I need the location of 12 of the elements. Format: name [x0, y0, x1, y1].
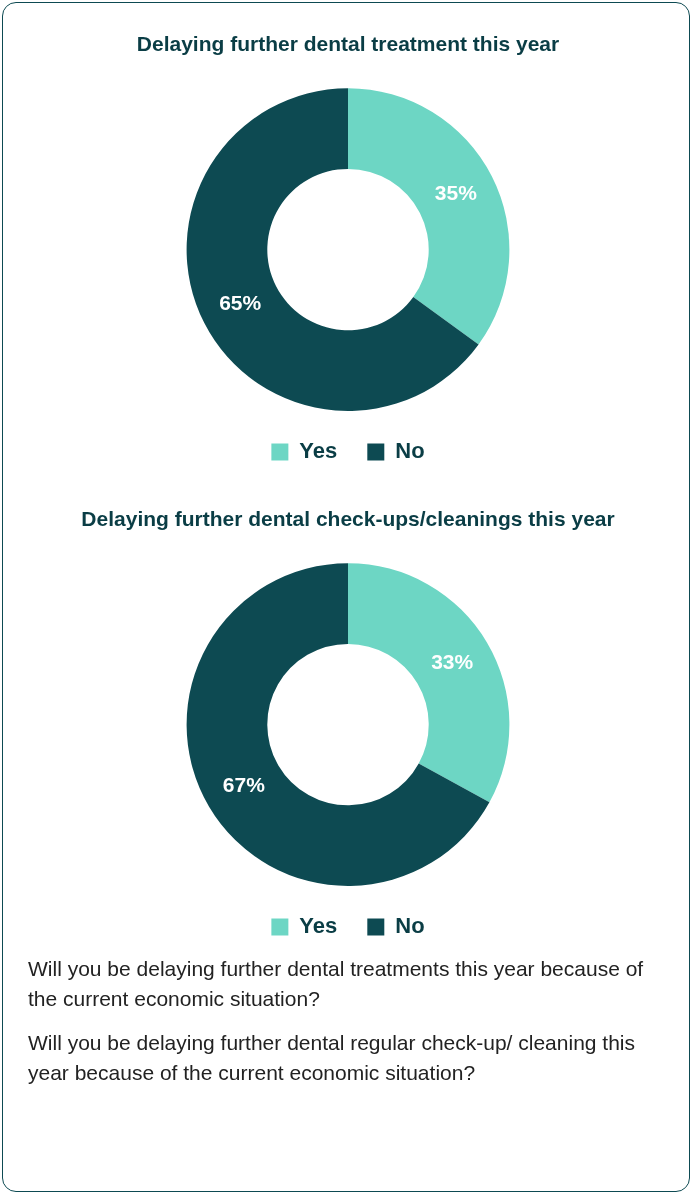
text: Will you be delaying further dental regular check-up/ cleaning this year because of the current economic situation?: [28, 1030, 636, 1086]
data-label: 67%: [222, 773, 266, 797]
legend-label: Yes: [299, 913, 338, 939]
legend-label: No: [395, 438, 425, 464]
chart-title: Delaying further dental treatment this year: [136, 32, 560, 56]
data-label: 65%: [219, 291, 262, 315]
legend-label: No: [395, 913, 425, 939]
legend-label: Yes: [299, 438, 338, 464]
data-label: 35%: [434, 181, 478, 205]
text: Will you be delaying further dental treatments this year because of the current economic situation?: [28, 956, 645, 1012]
chart-title: Delaying further dental check-ups/cleanings this year: [81, 507, 615, 531]
data-label: 33%: [431, 649, 474, 673]
